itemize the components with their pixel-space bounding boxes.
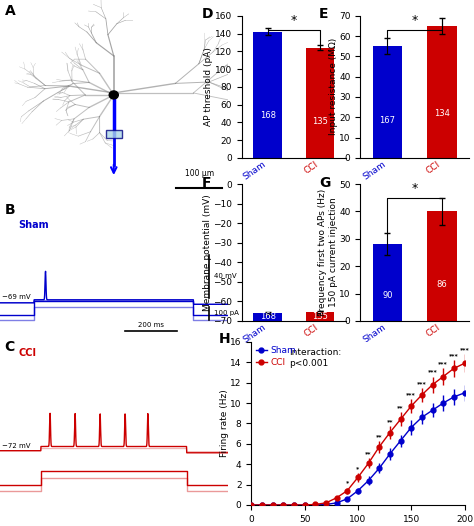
Bar	[254, 313, 282, 321]
Text: *: *	[411, 182, 418, 195]
Text: H: H	[219, 332, 231, 346]
Text: ***: ***	[417, 381, 427, 386]
Text: F: F	[202, 176, 211, 190]
Text: CCI: CCI	[18, 348, 36, 358]
Y-axis label: AP threshold (pA): AP threshold (pA)	[204, 47, 213, 126]
Text: ***: ***	[449, 353, 459, 358]
Circle shape	[109, 91, 118, 99]
Text: 86: 86	[437, 280, 447, 289]
Text: 100 pA: 100 pA	[214, 310, 239, 317]
Text: ***: ***	[460, 347, 469, 352]
Text: A: A	[5, 4, 15, 18]
Text: ***: ***	[406, 392, 416, 397]
Text: 40 mV: 40 mV	[214, 274, 237, 279]
Text: 90: 90	[382, 291, 393, 300]
Text: 100 μm: 100 μm	[184, 169, 214, 178]
Bar	[306, 312, 334, 321]
Text: *: *	[356, 467, 359, 471]
Text: C: C	[5, 340, 15, 354]
Bar	[427, 26, 457, 158]
Text: **: **	[387, 419, 393, 424]
Text: B: B	[5, 203, 15, 217]
Text: **: **	[365, 451, 372, 456]
Text: 135: 135	[312, 312, 328, 321]
Bar	[373, 46, 402, 158]
Text: 168: 168	[260, 112, 276, 120]
Y-axis label: Membrane potential (mV): Membrane potential (mV)	[202, 194, 211, 311]
Legend: Sham, CCI: Sham, CCI	[256, 347, 296, 367]
Text: 135: 135	[312, 117, 328, 126]
Y-axis label: Firing rate (Hz): Firing rate (Hz)	[219, 390, 228, 457]
Text: ***: ***	[438, 361, 448, 366]
Bar	[427, 211, 457, 321]
Y-axis label: Input resistance (MΩ): Input resistance (MΩ)	[328, 38, 337, 135]
Text: 200 ms: 200 ms	[138, 322, 164, 328]
Y-axis label: Frequency first two APs (Hz)
150 pA current injection: Frequency first two APs (Hz) 150 pA curr…	[318, 189, 337, 316]
Bar	[373, 244, 402, 321]
Text: **: **	[397, 405, 404, 410]
Text: *: *	[346, 481, 349, 485]
Text: −69 mV: −69 mV	[2, 294, 31, 300]
Text: *: *	[291, 14, 297, 27]
Text: Interaction:
p<0.001: Interaction: p<0.001	[290, 348, 342, 368]
Text: D: D	[202, 7, 214, 21]
FancyBboxPatch shape	[106, 130, 122, 138]
Text: 168: 168	[260, 312, 276, 321]
Text: **: **	[376, 434, 383, 439]
Text: G: G	[319, 176, 330, 190]
Text: 134: 134	[434, 109, 450, 118]
Text: −72 mV: −72 mV	[2, 443, 31, 449]
Text: 167: 167	[380, 116, 395, 125]
Text: E: E	[319, 7, 328, 21]
Bar	[254, 32, 282, 158]
Bar	[306, 48, 334, 158]
Text: *: *	[411, 14, 418, 27]
Text: Sham: Sham	[18, 220, 49, 230]
Text: ***: ***	[428, 369, 438, 375]
